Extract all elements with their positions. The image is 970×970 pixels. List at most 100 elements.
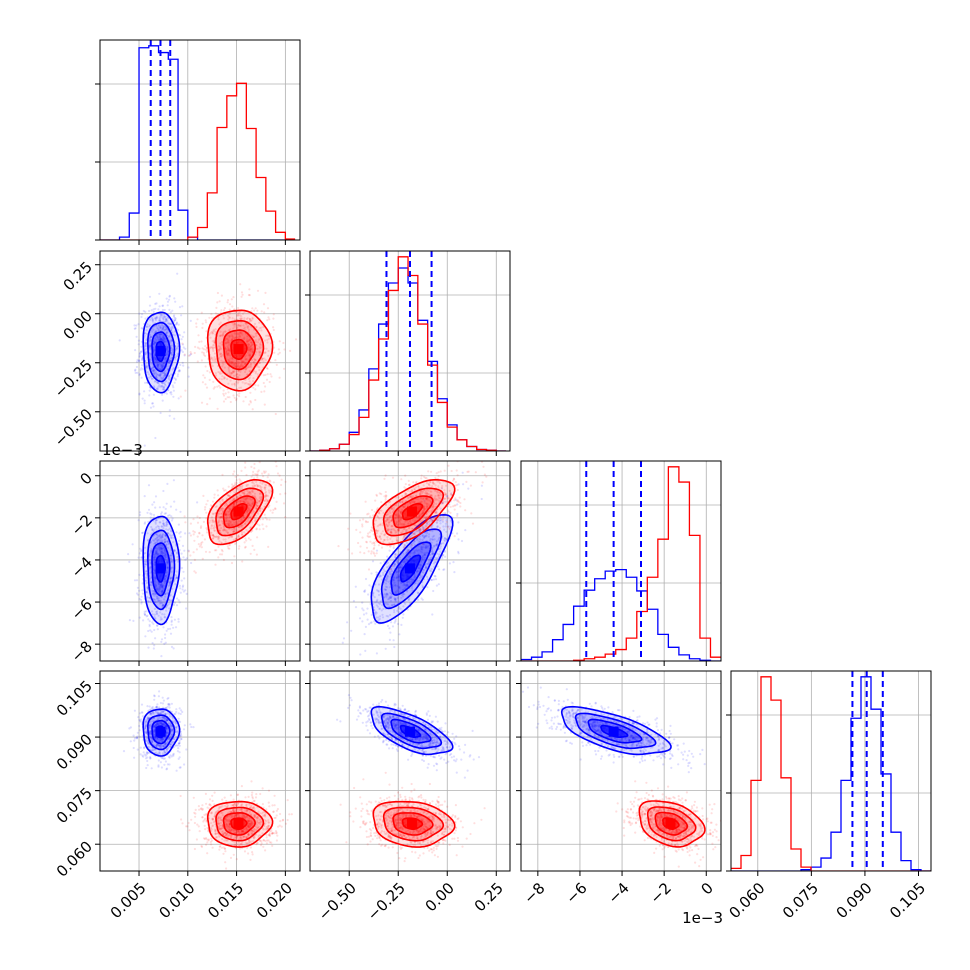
panel-frame: [309, 670, 511, 872]
density-peak-blue: [405, 563, 415, 574]
contour-red: [382, 487, 444, 537]
contour-red: [654, 811, 689, 836]
y-tick-label: 0.105: [53, 677, 96, 720]
x-tick-label: 0: [698, 879, 717, 898]
y-tick-label: 0.090: [53, 730, 96, 773]
contour-blue: [146, 714, 176, 751]
contour-blue: [390, 718, 432, 744]
x-tick-label: 0.015: [204, 879, 247, 922]
contour-blue: [390, 541, 432, 596]
panel-frame: [99, 460, 301, 662]
x-tick-label: −6: [562, 879, 590, 907]
density-peak-red: [665, 818, 676, 829]
contour-red: [222, 811, 256, 836]
histogram-blue-2: [521, 568, 721, 661]
panel-frame: [309, 460, 511, 662]
contour-red: [392, 812, 434, 836]
density-peak-red: [233, 818, 244, 829]
x-tick-label: 0.090: [833, 879, 876, 922]
y-tick-label: −2: [68, 511, 96, 539]
y-exponent-label: 1e−3: [102, 441, 143, 459]
contour-blue: [560, 705, 672, 756]
contour-blue: [370, 513, 454, 624]
contour-blue: [142, 708, 181, 757]
y-tick-label: 0.060: [53, 837, 96, 880]
contour-red: [230, 338, 248, 360]
density-peak-red: [233, 506, 244, 517]
contour-blue: [146, 321, 176, 383]
contour-blue: [146, 529, 176, 611]
x-tick-label: 0.105: [886, 879, 929, 922]
contour-red: [222, 329, 256, 371]
density-peak-blue: [155, 563, 166, 574]
scatter-panel-1-0: [100, 251, 300, 451]
contour-red: [638, 800, 706, 848]
histogram-red-2: [521, 466, 721, 661]
x-tick-label: 0.00: [422, 879, 458, 915]
contour-red: [215, 487, 265, 537]
histogram-red-0: [100, 82, 296, 240]
x-tick-label: −8: [520, 879, 548, 907]
scatter-panel-3-0: [100, 671, 300, 871]
contour-blue: [151, 719, 171, 745]
x-tick-label: 0.25: [471, 879, 507, 915]
panel-frame: [730, 670, 932, 872]
contour-blue: [151, 542, 171, 597]
scatter-panel-3-1: [310, 671, 510, 871]
density-peak-blue: [405, 726, 415, 737]
contour-blue: [151, 331, 171, 373]
scatter-panel-3-2: [521, 671, 721, 871]
x-tick-label: 0.010: [155, 879, 198, 922]
y-tick-label: −4: [68, 553, 96, 581]
x-tick-label: −4: [604, 879, 632, 907]
histogram-blue-0: [100, 45, 296, 240]
contour-blue: [600, 724, 629, 738]
contour-blue: [574, 712, 657, 750]
contour-blue: [587, 718, 643, 744]
histogram-blue-1: [310, 267, 507, 451]
scatter-dots-red: [179, 780, 293, 870]
density-peak-blue: [608, 726, 619, 737]
x-tick-label: 0.075: [779, 879, 822, 922]
scatter-panel-2-0: [100, 461, 300, 661]
x-tick-label: −2: [647, 879, 675, 907]
contour-blue: [370, 705, 454, 756]
panel-frame: [99, 39, 301, 241]
density-peak-red: [406, 506, 417, 517]
panel-frame: [520, 460, 722, 662]
contour-blue: [142, 311, 181, 394]
scatter-panel-2-1: [310, 461, 510, 661]
contour-red: [646, 806, 697, 842]
contour-red: [382, 806, 444, 842]
contour-red: [372, 800, 456, 848]
x-tick-label: 0.020: [253, 879, 296, 922]
contour-red: [372, 479, 456, 546]
histogram-panel-3: [731, 671, 931, 871]
histogram-panel-0: [100, 40, 300, 240]
y-tick-label: 0.00: [60, 307, 96, 343]
density-peak-blue: [155, 726, 166, 737]
y-tick-label: 0.075: [53, 784, 96, 827]
x-tick-label: −0.50: [315, 879, 360, 924]
y-tick-label: −8: [68, 637, 96, 665]
y-tick-label: −0.25: [51, 356, 96, 401]
density-peak-red: [406, 818, 417, 829]
contour-blue: [380, 712, 443, 750]
contour-red: [392, 495, 434, 529]
contour-red: [215, 806, 265, 842]
histogram-red-3: [731, 676, 931, 871]
panel-frame: [99, 250, 301, 452]
histogram-blue-3: [731, 676, 931, 871]
histogram-panel-2: [521, 461, 721, 661]
density-peak-red: [233, 344, 244, 355]
x-tick-label: −0.25: [364, 879, 409, 924]
y-tick-label: −6: [68, 595, 96, 623]
x-exponent-label: 1e−3: [682, 909, 723, 927]
y-tick-label: 0.25: [60, 258, 96, 294]
x-tick-label: 0.005: [107, 879, 150, 922]
contour-red: [206, 479, 274, 546]
contour-red: [206, 800, 274, 848]
contour-blue: [142, 515, 181, 626]
y-tick-label: 0: [77, 469, 96, 488]
